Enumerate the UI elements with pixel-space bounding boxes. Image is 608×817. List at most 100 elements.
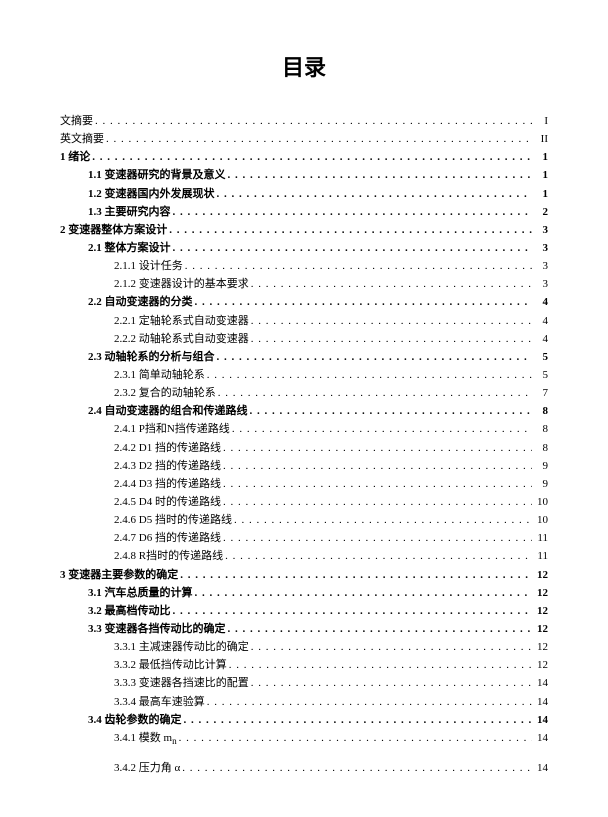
- toc-leader-dots: [232, 420, 532, 438]
- toc-entry-label: 3.4.2 压力角 α: [114, 759, 180, 777]
- toc-entry-page: 1: [534, 166, 548, 184]
- toc-entry-page: 3: [534, 275, 548, 293]
- toc-entry: 2.3.2 复合的动轴轮系7: [60, 384, 548, 402]
- toc-entry-page: 3: [534, 239, 548, 257]
- toc-entry: 2.3.1 简单动轴轮系5: [60, 366, 548, 384]
- toc-entry: 3.4.2 压力角 α14: [60, 759, 548, 777]
- toc-title: 目录: [60, 50, 548, 82]
- toc-entry: 2.4.1 P挡和N挡传递路线8: [60, 420, 548, 438]
- toc-entry-label: 2.3.2 复合的动轴轮系: [114, 384, 216, 402]
- toc-entry-label: 3.4 齿轮参数的确定: [88, 711, 182, 729]
- toc-entry-page: 12: [534, 656, 548, 674]
- toc-entry-label: 3.3.4 最高车速验算: [114, 693, 205, 711]
- toc-entry: 2.2.2 动轴轮系式自动变速器 4: [60, 330, 548, 348]
- toc-leader-dots: [180, 566, 532, 584]
- toc-leader-dots: [217, 348, 533, 366]
- toc-leader-dots: [217, 185, 533, 203]
- toc-leader-dots: [228, 620, 533, 638]
- toc-entry: 2.4 自动变速器的组合和传递路线8: [60, 402, 548, 420]
- toc-entry-page: 5: [534, 348, 548, 366]
- toc-entry: 2.4.2 D1 挡的传递路线 8: [60, 439, 548, 457]
- toc-entry: 2.4.8 R挡时的传递路线 11: [60, 547, 548, 565]
- toc-entry-label: 文摘要: [60, 112, 93, 130]
- toc-entry-page: 8: [534, 402, 548, 420]
- toc-entry-label: 2.4.6 D5 挡时的传递路线: [114, 511, 232, 529]
- toc-leader-dots: [223, 475, 532, 493]
- toc-entry-page: 9: [534, 457, 548, 475]
- toc-entry-label: 2.2 自动变速器的分类: [88, 293, 193, 311]
- toc-entry-label: 3.3.1 主减速器传动比的确定: [114, 638, 249, 656]
- toc-entry-label: 2.4.2 D1 挡的传递路线: [114, 439, 221, 457]
- toc-entry-label: 2.1.1 设计任务: [114, 257, 183, 275]
- toc-entry-label: 3.3 变速器各挡传动比的确定: [88, 620, 226, 638]
- toc-entry: 英文摘要II: [60, 130, 548, 148]
- toc-entry-page: 1: [534, 185, 548, 203]
- toc-entry: 2.2.1 定轴轮系式自动变速器4: [60, 312, 548, 330]
- toc-entry: 1.2 变速器国内外发展现状1: [60, 185, 548, 203]
- toc-leader-dots: [169, 221, 532, 239]
- toc-entry-page: 10: [534, 511, 548, 529]
- toc-entry-label: 3.3.3 变速器各挡速比的配置: [114, 674, 249, 692]
- toc-entry: 2.4.7 D6 挡的传递路线11: [60, 529, 548, 547]
- toc-leader-dots: [207, 366, 532, 384]
- toc-entry-label: 3.1 汽车总质量的计算: [88, 584, 193, 602]
- toc-leader-dots: [184, 711, 533, 729]
- toc-entry-label: 2.4.5 D4 时的传递路线: [114, 493, 221, 511]
- toc-leader-dots: [106, 130, 532, 148]
- toc-entry-label: 2.1.2 变速器设计的基本要求: [114, 275, 249, 293]
- toc-entry-label: 2.2.2 动轴轮系式自动变速器: [114, 330, 249, 348]
- toc-entry-page: 12: [534, 620, 548, 638]
- toc-entry-page: 11: [534, 547, 548, 565]
- toc-leader-dots: [251, 312, 532, 330]
- toc-entry-label: 3.2 最高档传动比: [88, 602, 171, 620]
- toc-entry: 2.3 动轴轮系的分析与组合 5: [60, 348, 548, 366]
- toc-entry: 2.4.4 D3 挡的传递路线9: [60, 475, 548, 493]
- toc-entry-label: 2.4.8 R挡时的传递路线: [114, 547, 223, 565]
- toc-leader-dots: [228, 166, 533, 184]
- toc-leader-dots: [234, 511, 532, 529]
- toc-leader-dots: [173, 239, 533, 257]
- toc-leader-dots: [195, 293, 533, 311]
- toc-entry-page: 12: [534, 566, 548, 584]
- toc-entry-page: 4: [534, 312, 548, 330]
- toc-page: 目录 文摘要I英文摘要II1 绪论11.1 变速器研究的背景及意义11.2 变速…: [0, 0, 608, 817]
- toc-entry: 2.4.5 D4 时的传递路线10: [60, 493, 548, 511]
- toc-leader-dots: [223, 529, 532, 547]
- toc-entry: 2.4.6 D5 挡时的传递路线 10: [60, 511, 548, 529]
- toc-entry: 3.3 变速器各挡传动比的确定 12: [60, 620, 548, 638]
- toc-entry-page: 1: [534, 148, 548, 166]
- toc-leader-dots: [250, 402, 533, 420]
- toc-entry-label: 2 变速器整体方案设计: [60, 221, 167, 239]
- toc-leader-dots: [195, 584, 533, 602]
- toc-entry-label: 1.3 主要研究内容: [88, 203, 171, 221]
- toc-entry: 2.1.1 设计任务3: [60, 257, 548, 275]
- toc-entry-page: 4: [534, 330, 548, 348]
- toc-leader-dots: [207, 693, 532, 711]
- toc-entry-label: 2.3 动轴轮系的分析与组合: [88, 348, 215, 366]
- toc-leader-dots: [223, 439, 532, 457]
- toc-entry-label: 2.1 整体方案设计: [88, 239, 171, 257]
- toc-leader-dots: [223, 493, 532, 511]
- toc-entry: 2.4.3 D2 挡的传递路线 9: [60, 457, 548, 475]
- toc-leader-dots: [185, 257, 532, 275]
- toc-entry-page: I: [534, 112, 548, 130]
- toc-entry-label: 1 绪论: [60, 148, 90, 166]
- toc-body: 文摘要I英文摘要II1 绪论11.1 变速器研究的背景及意义11.2 变速器国内…: [60, 112, 548, 777]
- toc-entry: 3.1 汽车总质量的计算12: [60, 584, 548, 602]
- toc-entry-label: 1.1 变速器研究的背景及意义: [88, 166, 226, 184]
- toc-entry-page: 8: [534, 439, 548, 457]
- toc-entry-page: 14: [534, 674, 548, 692]
- toc-entry-label: 2.4.4 D3 挡的传递路线: [114, 475, 221, 493]
- toc-leader-dots: [218, 384, 532, 402]
- toc-leader-dots: [173, 203, 533, 221]
- toc-entry-page: 14: [534, 711, 548, 729]
- toc-entry-label: 2.4.3 D2 挡的传递路线: [114, 457, 221, 475]
- toc-entry: 文摘要 I: [60, 112, 548, 130]
- toc-entry: 3.4 齿轮参数的确定 14: [60, 711, 548, 729]
- toc-entry: 2.2 自动变速器的分类4: [60, 293, 548, 311]
- toc-leader-dots: [251, 638, 532, 656]
- toc-entry: 3.3.2 最低挡传动比计算12: [60, 656, 548, 674]
- toc-entry-label: 2.4.7 D6 挡的传递路线: [114, 529, 221, 547]
- toc-entry: 1.1 变速器研究的背景及意义 1: [60, 166, 548, 184]
- toc-leader-dots: [225, 547, 532, 565]
